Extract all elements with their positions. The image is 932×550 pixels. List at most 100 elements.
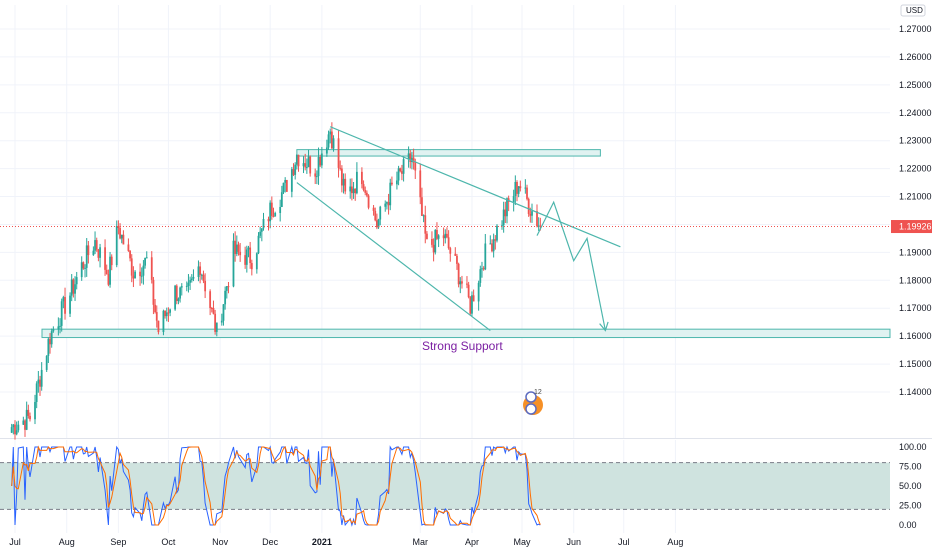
candle-body: [232, 240, 235, 287]
candle-body: [97, 249, 100, 258]
candle-body: [95, 240, 98, 250]
candle-body: [239, 251, 242, 256]
candle-body: [234, 240, 237, 254]
candle-body: [192, 276, 195, 279]
candle-body: [185, 285, 188, 287]
candle-body: [491, 243, 493, 252]
badge-text: 12: [534, 389, 542, 396]
time-tick-label: Jul: [9, 537, 21, 547]
candle-body: [14, 424, 16, 435]
candle-body: [39, 379, 41, 387]
candle-body: [457, 263, 460, 285]
candle-body: [447, 237, 450, 249]
trend-line: [329, 126, 621, 248]
candle-body: [365, 192, 368, 196]
candle-body: [59, 325, 61, 327]
candle-body: [50, 331, 53, 345]
zones: [41, 149, 891, 339]
time-tick-label: May: [513, 537, 531, 547]
oscillator-tick-label: 75.00: [899, 462, 922, 472]
candle-body: [212, 308, 215, 314]
candle-body: [332, 138, 335, 149]
candle-body: [280, 192, 283, 207]
price-tick-label: 1.21000: [899, 192, 932, 202]
candle-body: [259, 231, 262, 236]
candle-body: [421, 197, 423, 216]
candle-body: [87, 245, 90, 256]
candle-body: [461, 281, 463, 284]
candle-body: [224, 290, 227, 305]
candle-body: [92, 250, 95, 256]
candle-body: [446, 233, 448, 238]
candle-body: [387, 202, 390, 206]
candle-body: [72, 279, 75, 294]
candle-body: [374, 210, 377, 221]
price-candles: [10, 122, 542, 440]
candle-body: [482, 268, 485, 270]
candle-body: [45, 355, 48, 370]
candle-body: [320, 153, 323, 166]
candle-body: [197, 266, 200, 277]
candle-body: [17, 424, 20, 431]
candle-body: [22, 420, 25, 425]
time-tick-label: 2021: [312, 537, 332, 547]
candle-body: [302, 163, 305, 167]
support-zone: [41, 328, 891, 339]
candle-body: [94, 240, 96, 251]
time-tick-label: Aug: [59, 537, 75, 547]
candle-body: [267, 218, 270, 222]
candle-body: [107, 274, 110, 285]
candle-body: [145, 257, 148, 259]
candle-body: [524, 187, 527, 189]
candle-body: [189, 280, 192, 283]
candle-body: [355, 171, 358, 194]
candle-body: [294, 164, 297, 175]
candle-body: [477, 282, 480, 302]
candle-body: [319, 156, 322, 166]
candle-body: [367, 195, 370, 208]
candle-body: [295, 154, 298, 165]
candle-body: [537, 225, 540, 227]
candle-body: [84, 267, 86, 269]
candle-body: [349, 186, 352, 192]
candle-body: [40, 369, 43, 387]
candle-body: [317, 156, 320, 177]
candle-body: [290, 169, 293, 192]
candle-body: [494, 239, 497, 241]
candle-body: [154, 304, 156, 313]
candle-body: [139, 271, 141, 277]
candle-body: [329, 131, 332, 135]
candle-body: [411, 157, 413, 163]
candle-body: [122, 234, 125, 245]
candle-body: [175, 285, 178, 302]
candle-body: [202, 274, 205, 281]
price-tick-label: 1.23000: [899, 136, 932, 146]
oscillator-band: [0, 462, 890, 510]
annotation-strong-support: Strong Support: [422, 339, 503, 353]
candle-body: [516, 181, 518, 194]
candle-body: [506, 198, 508, 217]
candle-body: [69, 295, 71, 314]
candle-body: [504, 209, 507, 217]
candle-body: [34, 402, 36, 420]
candle-body: [75, 277, 78, 285]
candle-body: [249, 247, 252, 264]
oscillator-tick-label: 25.00: [899, 501, 922, 511]
badge-top-ring: [525, 391, 537, 403]
price-tick-label: 1.15000: [899, 359, 932, 369]
time-tick-label: Apr: [465, 537, 479, 547]
candle-body: [282, 182, 285, 193]
candle-body: [52, 329, 55, 332]
current-price-box: [891, 220, 932, 234]
candle-body: [362, 184, 365, 191]
candle-body: [360, 171, 363, 185]
candle-body: [401, 171, 403, 174]
candle-body: [402, 159, 405, 174]
candle-body: [132, 275, 135, 279]
candle-body: [134, 271, 136, 279]
candle-body: [262, 218, 265, 229]
candle-body: [60, 301, 63, 326]
candle-body: [104, 247, 106, 270]
time-tick-label: Jun: [566, 537, 581, 547]
